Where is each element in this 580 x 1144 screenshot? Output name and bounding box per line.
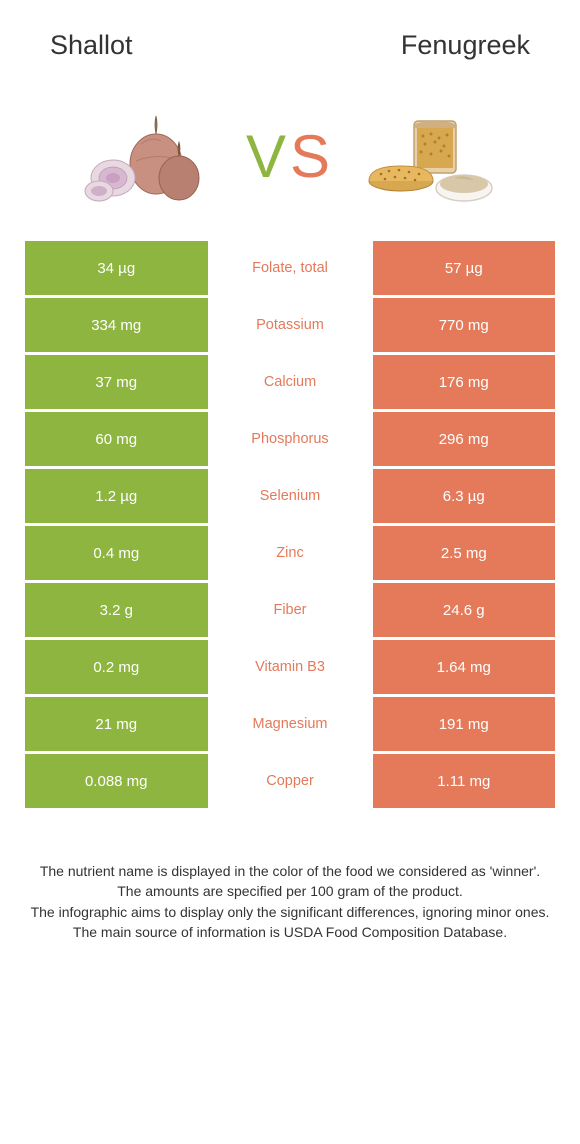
footer-line-4: The main source of information is USDA F…: [30, 922, 550, 942]
left-value-cell: 37 mg: [25, 355, 208, 409]
right-value-cell: 6.3 µg: [373, 469, 556, 523]
nutrient-name-cell: Selenium: [208, 469, 373, 523]
footer-line-3: The infographic aims to display only the…: [30, 902, 550, 922]
nutrient-name-cell: Zinc: [208, 526, 373, 580]
table-row: 334 mgPotassium770 mg: [25, 298, 555, 352]
left-value-cell: 334 mg: [25, 298, 208, 352]
right-food-title: Fenugreek: [401, 30, 530, 61]
right-value-cell: 1.11 mg: [373, 754, 556, 808]
nutrient-name-cell: Fiber: [208, 583, 373, 637]
table-row: 0.088 mgCopper1.11 mg: [25, 754, 555, 808]
left-value-cell: 3.2 g: [25, 583, 208, 637]
nutrient-name-cell: Folate, total: [208, 241, 373, 295]
footer-line-1: The nutrient name is displayed in the co…: [30, 861, 550, 881]
footer-notes: The nutrient name is displayed in the co…: [10, 811, 570, 952]
vs-section: VS: [10, 91, 570, 241]
table-row: 1.2 µgSelenium6.3 µg: [25, 469, 555, 523]
nutrient-table: 34 µgFolate, total57 µg334 mgPotassium77…: [10, 241, 570, 808]
shallot-image: [76, 101, 226, 211]
vs-label: VS: [246, 122, 334, 191]
header: Shallot Fenugreek: [10, 20, 570, 91]
table-row: 21 mgMagnesium191 mg: [25, 697, 555, 751]
fenugreek-image: [354, 101, 504, 211]
left-food-title: Shallot: [50, 30, 133, 61]
right-value-cell: 57 µg: [373, 241, 556, 295]
table-row: 0.2 mgVitamin B31.64 mg: [25, 640, 555, 694]
nutrient-name-cell: Potassium: [208, 298, 373, 352]
right-value-cell: 24.6 g: [373, 583, 556, 637]
right-value-cell: 191 mg: [373, 697, 556, 751]
table-row: 60 mgPhosphorus296 mg: [25, 412, 555, 466]
fenugreek-icon: [359, 106, 499, 206]
vs-v: V: [246, 123, 290, 190]
right-value-cell: 1.64 mg: [373, 640, 556, 694]
footer-line-2: The amounts are specified per 100 gram o…: [30, 881, 550, 901]
left-value-cell: 0.4 mg: [25, 526, 208, 580]
left-value-cell: 34 µg: [25, 241, 208, 295]
left-value-cell: 60 mg: [25, 412, 208, 466]
right-value-cell: 176 mg: [373, 355, 556, 409]
right-value-cell: 296 mg: [373, 412, 556, 466]
table-row: 34 µgFolate, total57 µg: [25, 241, 555, 295]
left-value-cell: 1.2 µg: [25, 469, 208, 523]
shallot-icon: [81, 106, 221, 206]
nutrient-name-cell: Magnesium: [208, 697, 373, 751]
vs-s: S: [290, 123, 334, 190]
nutrient-name-cell: Vitamin B3: [208, 640, 373, 694]
table-row: 0.4 mgZinc2.5 mg: [25, 526, 555, 580]
table-row: 3.2 gFiber24.6 g: [25, 583, 555, 637]
table-row: 37 mgCalcium176 mg: [25, 355, 555, 409]
right-value-cell: 2.5 mg: [373, 526, 556, 580]
left-value-cell: 21 mg: [25, 697, 208, 751]
left-value-cell: 0.2 mg: [25, 640, 208, 694]
left-value-cell: 0.088 mg: [25, 754, 208, 808]
right-value-cell: 770 mg: [373, 298, 556, 352]
nutrient-name-cell: Calcium: [208, 355, 373, 409]
nutrient-name-cell: Copper: [208, 754, 373, 808]
nutrient-name-cell: Phosphorus: [208, 412, 373, 466]
